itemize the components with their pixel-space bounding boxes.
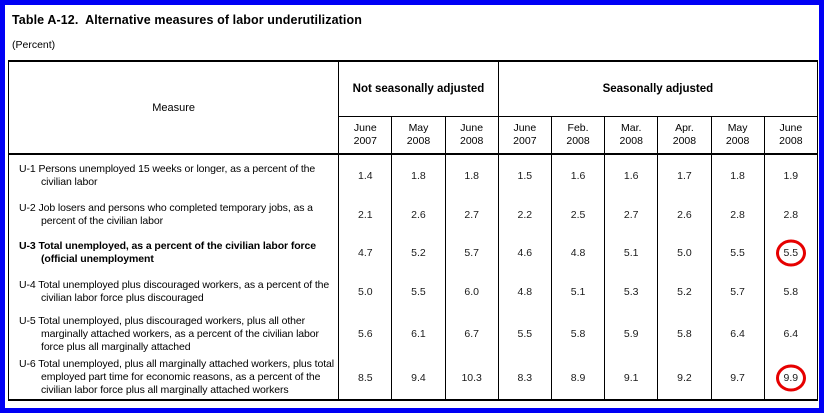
value-cell: 5.7	[710, 272, 765, 312]
value-cell: 5.5	[710, 234, 765, 272]
value-cell: 5.7	[444, 234, 499, 272]
value-cell: 1.4	[338, 154, 392, 196]
row-label: U-4 Total unemployed plus discouraged wo…	[19, 279, 330, 304]
value-cell: 1.8	[710, 154, 765, 196]
value-cell: 5.5	[497, 312, 552, 356]
table-row-u6: U-6 Total unemployed, plus all marginall…	[9, 356, 818, 400]
month-column-header: May 2008	[710, 116, 765, 155]
value-cell: 10.3	[444, 356, 499, 400]
value-cell: 2.1	[338, 196, 392, 234]
table-row-u1: U-1 Persons unemployed 15 weeks or longe…	[9, 154, 818, 196]
labor-underutilization-table: Measure Not seasonally adjusted Seasonal…	[8, 60, 818, 401]
value-cell: 2.5	[550, 196, 605, 234]
value-cell: 5.5	[391, 272, 446, 312]
month-column-header: June 2007	[497, 116, 552, 155]
value-cell: 5.2	[391, 234, 446, 272]
value-cell: 5.2	[657, 272, 712, 312]
value-cell: 6.4	[710, 312, 765, 356]
value-cell: 9.9	[763, 356, 818, 400]
value-cell: 5.5	[763, 234, 818, 272]
month-column-header: May 2008	[391, 116, 446, 155]
month-column-header: June 2008	[444, 116, 499, 155]
value-cell: 2.6	[391, 196, 446, 234]
table-header-block: Table A-12. Alternative measures of labo…	[5, 5, 819, 51]
percent-note: (Percent)	[12, 39, 56, 51]
value-cell: 6.0	[444, 272, 499, 312]
value-cell: 2.6	[657, 196, 712, 234]
value-cell: 4.6	[497, 234, 552, 272]
value-cell: 5.6	[338, 312, 392, 356]
value-cell: 4.8	[497, 272, 552, 312]
row-id: U-3	[19, 240, 36, 252]
month-column-header: June 2007	[338, 116, 392, 155]
row-label: U-6 Total unemployed, plus all marginall…	[19, 358, 334, 396]
group-header-seasonally-adjusted: Seasonally adjusted	[497, 61, 818, 117]
value-cell: 9.4	[391, 356, 446, 400]
table-row-u2: U-2 Job losers and persons who completed…	[9, 196, 818, 234]
group-header-not-seasonally-adjusted: Not seasonally adjusted	[338, 61, 499, 117]
value-cell: 1.5	[497, 154, 552, 196]
value-cell: 6.7	[444, 312, 499, 356]
value-cell: 2.2	[497, 196, 552, 234]
value-cell: 5.8	[763, 272, 818, 312]
value-cell: 5.8	[550, 312, 605, 356]
value-cell: 9.7	[710, 356, 765, 400]
value-cell: 1.8	[444, 154, 499, 196]
month-column-header: Feb. 2008	[550, 116, 605, 155]
row-label: U-3 Total unemployed, as a percent of th…	[19, 240, 317, 265]
value-cell: 5.8	[657, 312, 712, 356]
month-column-header: June 2008	[763, 116, 818, 155]
value-cell: 9.1	[604, 356, 658, 400]
row-label: U-5 Total unemployed, plus discouraged w…	[19, 314, 319, 353]
value-cell: 2.7	[604, 196, 658, 234]
value-cell: 5.0	[657, 234, 712, 272]
value-cell: 2.8	[763, 196, 818, 234]
row-id: U-6	[19, 358, 36, 370]
value-cell: 1.8	[391, 154, 446, 196]
value-cell: 4.8	[550, 234, 605, 272]
table-row-u5: U-5 Total unemployed, plus discouraged w…	[9, 312, 818, 356]
page-title: Table A-12. Alternative measures of labo…	[12, 13, 362, 27]
row-id: U-5	[19, 314, 36, 327]
table-row-u4: U-4 Total unemployed plus discouraged wo…	[9, 272, 818, 312]
row-id: U-4	[19, 279, 36, 291]
table-row-u3: U-3 Total unemployed, as a percent of th…	[9, 234, 818, 272]
month-column-header: Apr. 2008	[657, 116, 712, 155]
value-cell: 6.4	[763, 312, 818, 356]
month-header-row: June 2007 May 2008 June 2008 June 2007 F…	[9, 116, 818, 155]
value-cell: 8.9	[550, 356, 605, 400]
value-cell: 8.3	[497, 356, 552, 400]
measure-column-header: Measure	[8, 61, 339, 155]
value-cell: 5.1	[604, 234, 658, 272]
value-cell: 5.3	[604, 272, 658, 312]
value-cell: 1.6	[550, 154, 605, 196]
month-column-header: Mar. 2008	[604, 116, 658, 155]
row-id: U-1	[19, 162, 36, 175]
value-cell: 5.1	[550, 272, 605, 312]
value-cell: 5.0	[338, 272, 392, 312]
row-label: U-2 Job losers and persons who completed…	[19, 202, 313, 227]
value-cell: 8.5	[338, 356, 392, 400]
row-label: U-1 Persons unemployed 15 weeks or longe…	[19, 162, 316, 188]
value-cell: 2.8	[710, 196, 765, 234]
value-cell: 1.6	[604, 154, 658, 196]
value-cell: 4.7	[338, 234, 392, 272]
value-cell: 9.2	[657, 356, 712, 400]
value-cell: 1.9	[763, 154, 818, 196]
value-cell: 1.7	[657, 154, 712, 196]
value-cell: 5.9	[604, 312, 658, 356]
row-id: U-2	[19, 202, 36, 214]
value-cell: 2.7	[444, 196, 499, 234]
value-cell: 6.1	[391, 312, 446, 356]
group-header-row: Measure Not seasonally adjusted Seasonal…	[8, 61, 818, 155]
